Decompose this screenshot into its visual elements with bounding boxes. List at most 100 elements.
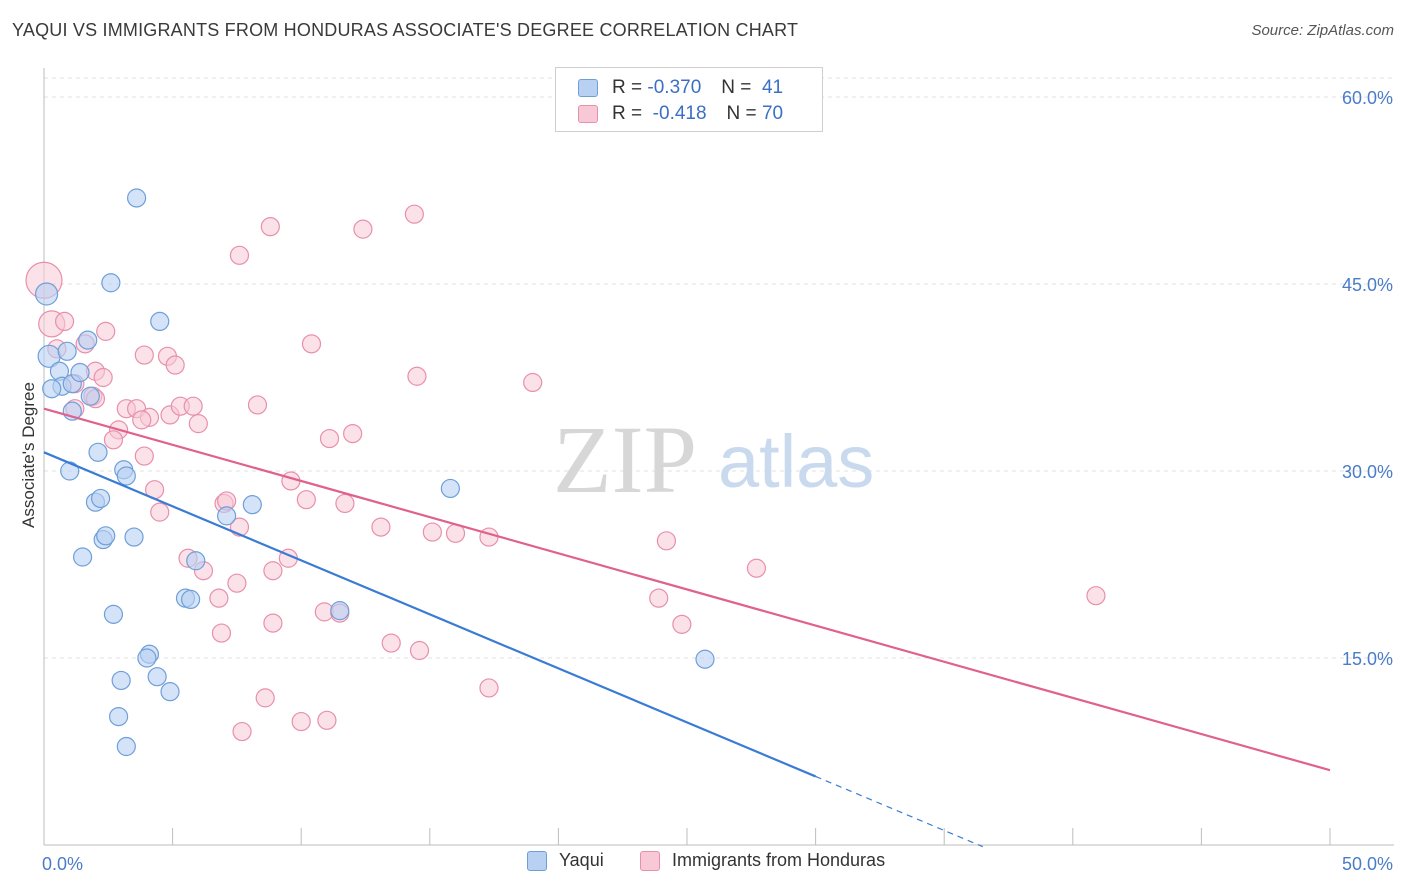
yaqui-point (242, 495, 262, 515)
legend-item-yaqui[interactable]: Yaqui (527, 850, 604, 871)
legend-label-yaqui: Yaqui (559, 850, 604, 870)
honduras-point (227, 573, 247, 593)
yaqui-point (150, 311, 170, 331)
honduras-point (209, 588, 229, 608)
yaqui-point (111, 670, 131, 691)
watermark-atlas: atlas (718, 420, 874, 503)
yaqui-point (137, 648, 157, 668)
yaqui-trend-line (43, 451, 817, 778)
series-honduras-points (25, 204, 1106, 742)
y-tick-label: 45.0% (1342, 275, 1393, 295)
honduras-point (409, 640, 430, 661)
x-tick-label: 50.0% (1342, 854, 1393, 874)
honduras-point (165, 355, 185, 375)
yaqui-point (90, 488, 111, 509)
y-tick-label: 30.0% (1342, 462, 1393, 482)
legend-n-label: N = (721, 77, 752, 98)
yaqui-point (330, 601, 350, 621)
yaqui-point (116, 466, 136, 486)
yaqui-point (101, 273, 121, 293)
legend-item-honduras[interactable]: Immigrants from Honduras (640, 850, 885, 871)
yaqui-point (70, 362, 90, 383)
legend-row-yaqui: R = -0.370 N = 41 (578, 76, 783, 100)
correlation-legend: R = -0.370 N = 41 R = -0.418 N = 70 (555, 67, 823, 132)
yaqui-point (217, 506, 237, 526)
yaqui-point (186, 551, 206, 571)
yaqui-point (160, 682, 180, 702)
honduras-point (96, 321, 116, 341)
honduras-point (132, 410, 152, 430)
honduras-swatch (578, 105, 598, 123)
yaqui-point (72, 547, 93, 567)
yaqui-point (34, 282, 59, 306)
honduras-point (54, 311, 75, 331)
honduras-trend-line (43, 407, 1331, 772)
honduras-point (479, 678, 499, 698)
y-tick-label: 15.0% (1342, 649, 1393, 669)
honduras-point (134, 446, 154, 466)
honduras-point (263, 561, 283, 581)
honduras-point (103, 430, 124, 450)
honduras-point (404, 204, 424, 224)
watermark-zip: ZIP (553, 406, 697, 513)
yaqui-point (181, 589, 201, 610)
tick-labels: 15.0% 30.0% 45.0% 60.0% 0.0% 50.0% (42, 88, 1393, 874)
yaqui-point (440, 478, 460, 499)
gridlines (44, 77, 1394, 659)
honduras-point (255, 688, 275, 708)
yaqui-point (695, 649, 715, 669)
honduras-point (93, 367, 113, 388)
honduras-point (134, 345, 154, 365)
yaqui-swatch (578, 79, 598, 97)
series-yaqui-points (34, 188, 715, 757)
honduras-point (319, 428, 340, 449)
honduras-legend-swatch (640, 850, 660, 871)
honduras-point (422, 522, 442, 542)
honduras-point (291, 711, 311, 732)
honduras-point (746, 558, 767, 578)
series-legend: Yaqui Immigrants from Honduras (0, 850, 1406, 878)
y-axis-label: Associate's Degree (19, 382, 38, 528)
yaqui-point (126, 188, 147, 208)
yaqui-point (57, 341, 77, 361)
honduras-point (335, 493, 355, 514)
yaqui-point (108, 706, 129, 727)
yaqui-point (124, 527, 144, 547)
honduras-point (353, 219, 373, 239)
honduras-point (343, 424, 363, 444)
legend-n-value-honduras: 70 (761, 103, 784, 124)
y-tick-label: 60.0% (1342, 88, 1393, 108)
honduras-point (260, 217, 280, 237)
legend-r-value-honduras: -0.418 (652, 103, 707, 124)
yaqui-point (103, 604, 124, 624)
legend-r-label: R = (612, 77, 643, 98)
chart-title: YAQUI VS IMMIGRANTS FROM HONDURAS ASSOCI… (12, 20, 799, 40)
honduras-point (407, 366, 427, 386)
yaqui-point (116, 736, 136, 757)
legend-row-honduras: R = -0.418 N = 70 (578, 102, 783, 126)
yaqui-point (78, 330, 98, 350)
honduras-point (656, 531, 677, 551)
legend-n-value-yaqui: 41 (761, 77, 784, 98)
yaqui-point (42, 379, 62, 399)
honduras-point (229, 245, 250, 265)
yaqui-trend-extension (815, 775, 984, 848)
honduras-point (381, 633, 401, 653)
legend-r-label: R = (612, 103, 643, 124)
yaqui-legend-swatch (527, 850, 547, 871)
honduras-point (232, 721, 252, 742)
yaqui-point (147, 667, 167, 687)
legend-r-value-yaqui: -0.370 (647, 77, 702, 98)
honduras-point (672, 614, 692, 634)
source-credit: Source: ZipAtlas.com (1251, 22, 1394, 39)
axes (43, 68, 1394, 846)
honduras-point (188, 414, 208, 434)
legend-n-label: N = (726, 103, 757, 124)
honduras-point (150, 502, 170, 522)
yaqui-point (96, 526, 116, 546)
legend-label-honduras: Immigrants from Honduras (672, 850, 886, 870)
honduras-point (317, 710, 337, 730)
honduras-point (211, 623, 232, 643)
honduras-point (183, 396, 203, 416)
